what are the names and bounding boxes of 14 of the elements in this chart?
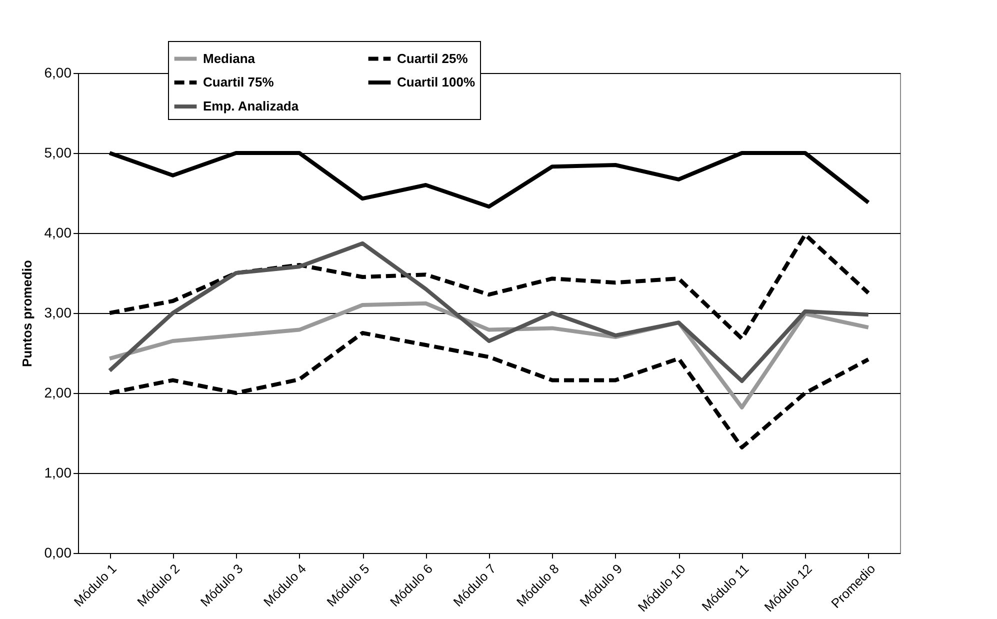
y-tick-label: 2,00 <box>44 384 72 400</box>
legend-label: Cuartil 25% <box>397 50 468 66</box>
line-series <box>108 241 870 383</box>
y-tick-label: 5,00 <box>44 144 72 160</box>
y-tick-label: 3,00 <box>44 304 72 320</box>
y-tick-label: 1,00 <box>44 464 72 480</box>
y-tick-label: 4,00 <box>44 224 72 240</box>
y-tick-label: 0,00 <box>44 544 72 560</box>
legend-label: Mediana <box>203 50 256 66</box>
y-tick-label: 6,00 <box>44 64 72 80</box>
legend-label: Cuartil 75% <box>203 74 274 90</box>
legend-label: Cuartil 100% <box>397 74 476 90</box>
y-axis-title: Puntos promedio <box>19 260 34 367</box>
legend-label: Emp. Analizada <box>203 98 300 114</box>
